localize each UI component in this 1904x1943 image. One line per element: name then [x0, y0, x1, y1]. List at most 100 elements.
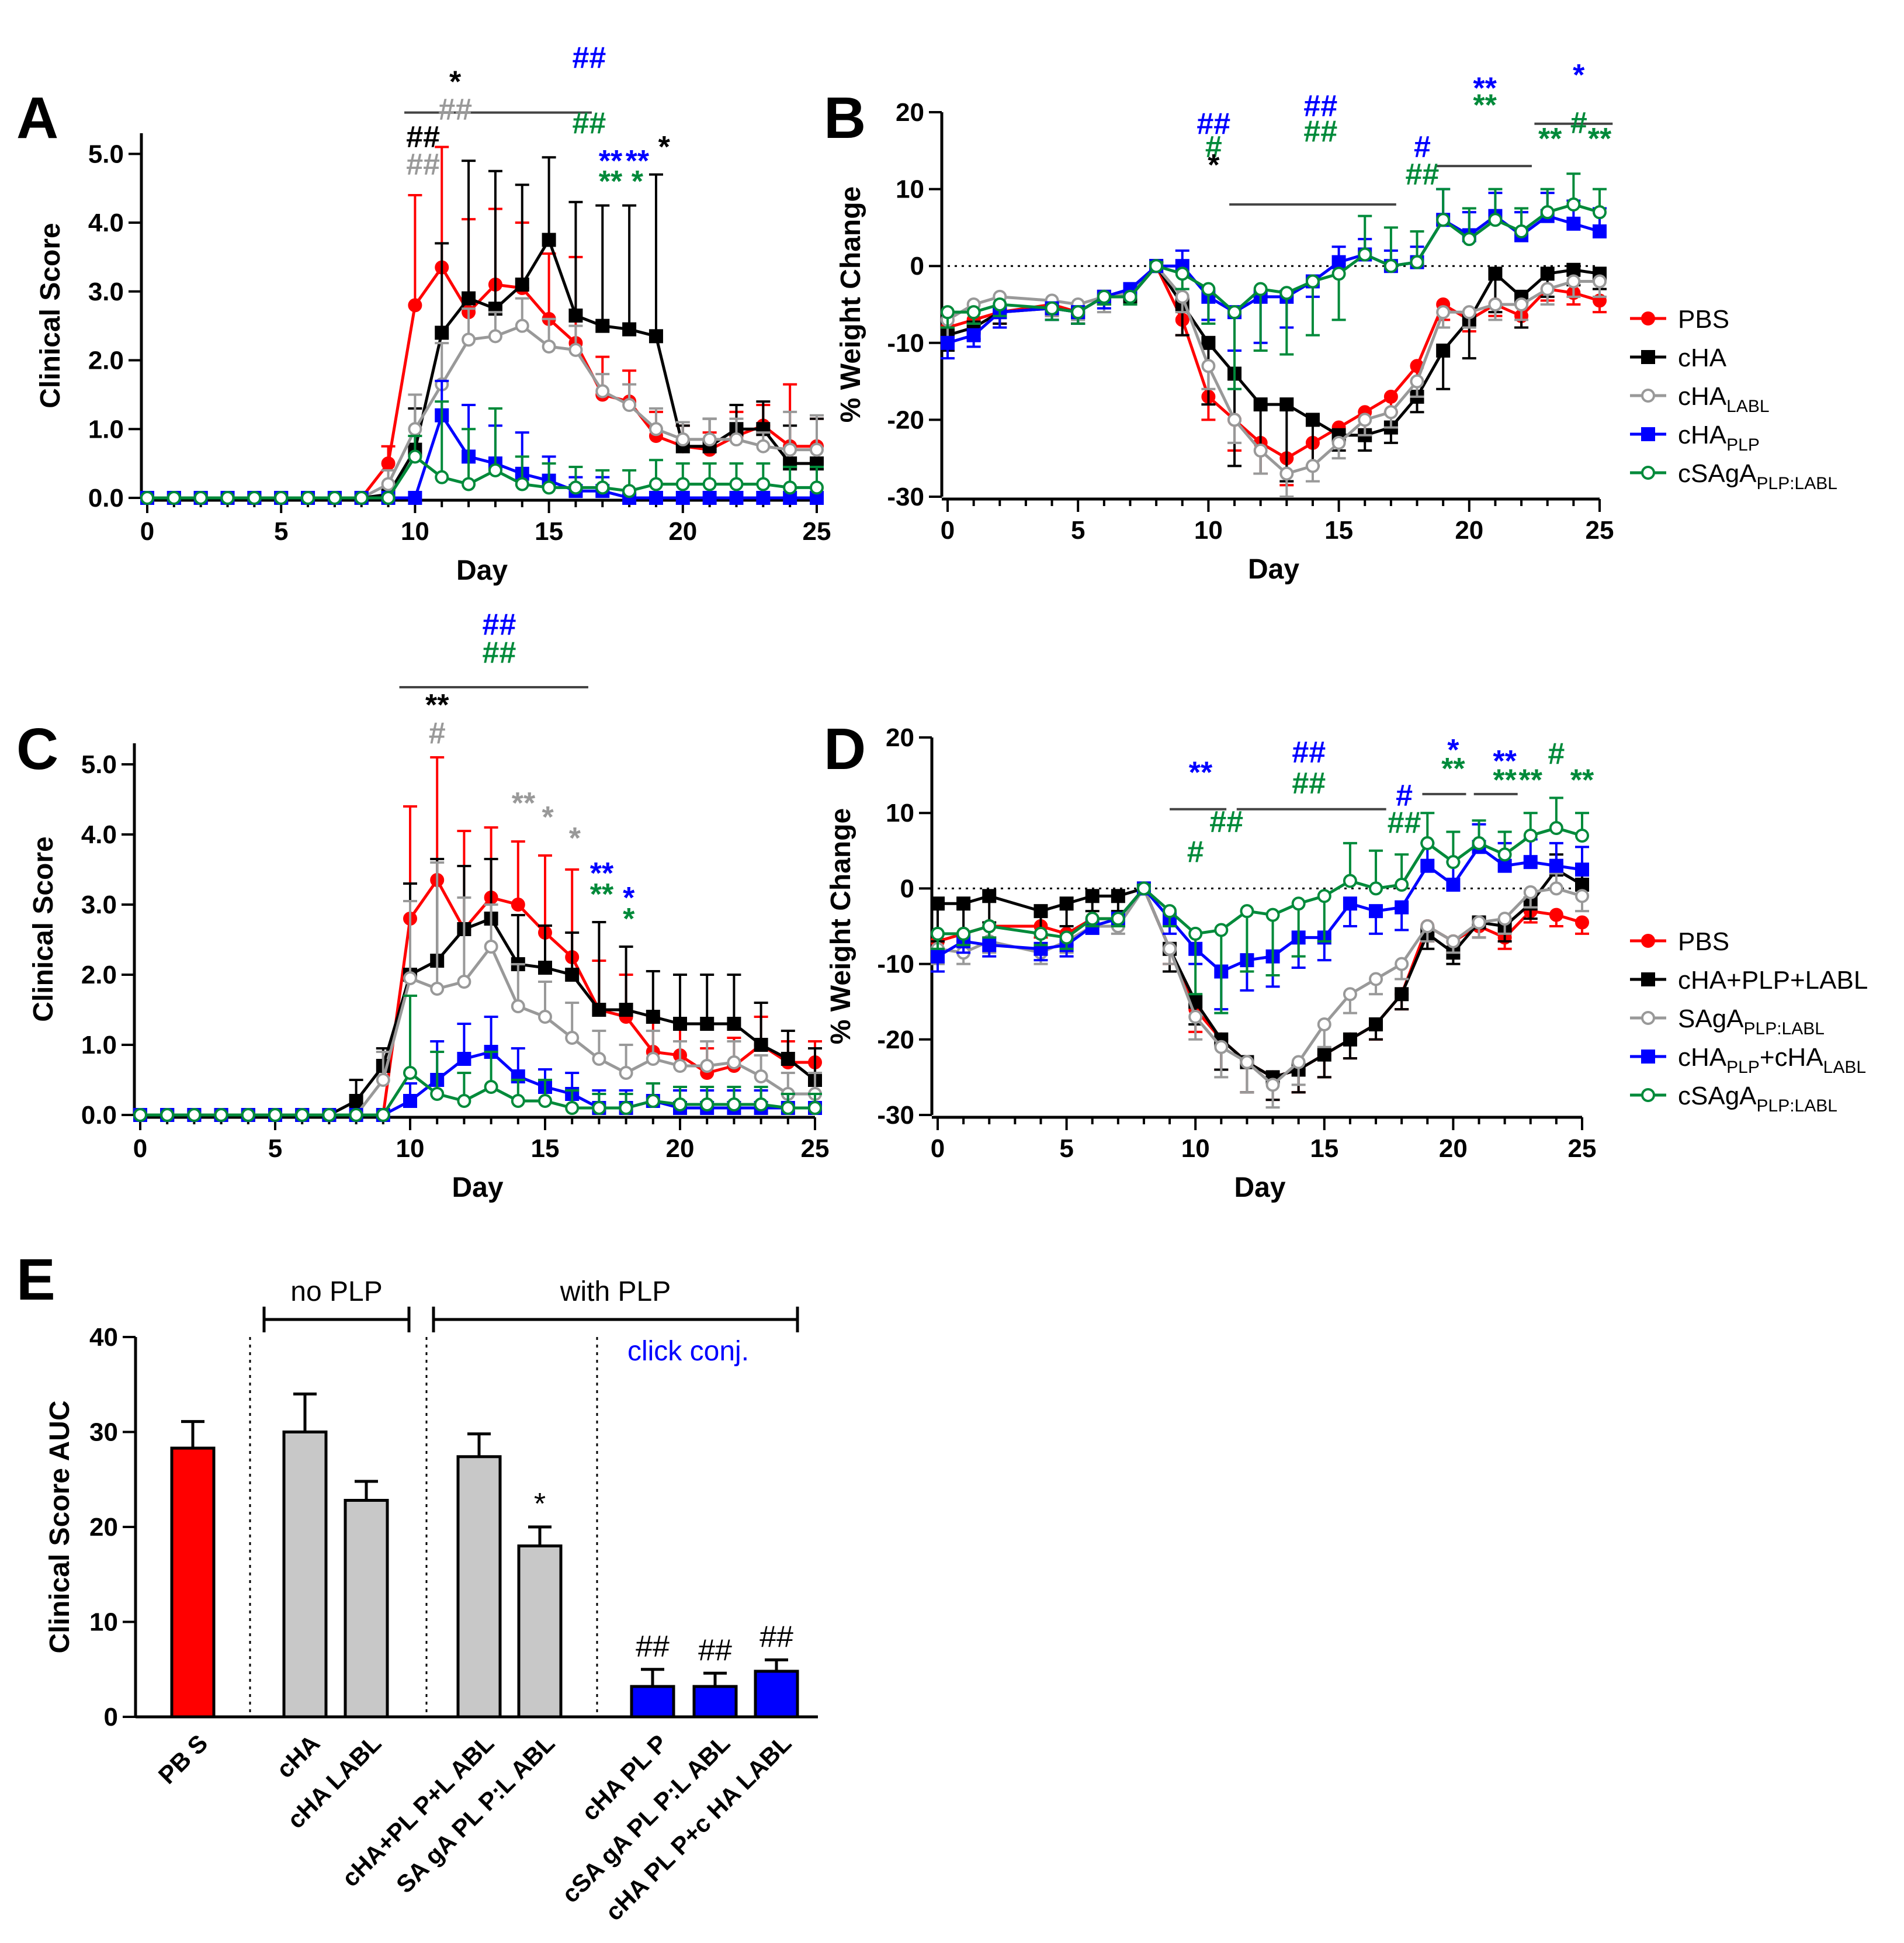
y-tick-label: 3.0 — [81, 891, 117, 919]
x-tick-label: 0 — [140, 517, 154, 546]
data-point — [1549, 908, 1563, 922]
x-tick-label: 25 — [803, 517, 831, 546]
data-point — [1395, 900, 1409, 915]
data-point — [133, 1108, 147, 1122]
data-point — [457, 1094, 471, 1108]
data-point — [1410, 374, 1424, 389]
data-point — [1201, 359, 1216, 373]
data-point — [1317, 1017, 1331, 1031]
data-point — [702, 477, 717, 491]
data-point — [675, 432, 690, 446]
data-point — [1549, 858, 1563, 873]
data-point — [435, 325, 449, 340]
data-point — [1188, 926, 1203, 941]
significance-mark: * — [569, 822, 581, 856]
y-tick-label: 20 — [896, 98, 924, 127]
significance-mark: # — [1414, 130, 1431, 164]
data-point — [542, 480, 556, 495]
data-point — [675, 491, 690, 505]
significance-mark: * — [542, 801, 554, 834]
significance-mark: ** — [599, 165, 623, 199]
legend-label: cSAgAPLP:LABL — [1678, 459, 1837, 493]
y-tick-label: 10 — [886, 799, 914, 827]
data-point — [457, 1052, 471, 1066]
significance-mark: ## — [1292, 736, 1326, 770]
data-point — [408, 298, 422, 313]
data-point — [403, 1066, 417, 1080]
significance-mark: ## — [1209, 805, 1243, 839]
data-point — [592, 1101, 606, 1115]
data-point — [484, 1080, 498, 1094]
data-point — [187, 1108, 202, 1122]
data-point — [1549, 821, 1563, 836]
legend-item-cha: cHA — [1630, 344, 1727, 372]
data-point — [565, 1101, 580, 1115]
significance-mark: ## — [1406, 158, 1440, 192]
data-point — [1111, 889, 1125, 903]
data-point — [1059, 896, 1074, 911]
legend-marker — [1641, 466, 1655, 480]
data-point — [1420, 858, 1435, 873]
data-point — [1472, 915, 1486, 930]
data-point — [1253, 397, 1268, 412]
y-tick-label: 5.0 — [81, 750, 117, 779]
group-label: with PLP — [560, 1276, 671, 1307]
y-tick-label: -20 — [877, 1026, 914, 1054]
data-point — [1305, 413, 1320, 427]
data-point — [1523, 855, 1538, 870]
data-point — [727, 1097, 741, 1111]
data-point — [1305, 459, 1320, 473]
group-label: no PLP — [290, 1276, 382, 1307]
data-point — [700, 1059, 715, 1073]
data-point — [1201, 335, 1216, 350]
panel-label-e: E — [16, 1247, 56, 1312]
data-point — [756, 491, 771, 505]
data-point — [1497, 858, 1512, 873]
data-point — [1085, 889, 1100, 903]
significance-mark: ## — [572, 41, 606, 75]
data-point — [1085, 912, 1100, 926]
data-point — [349, 1108, 363, 1122]
significance-mark: * — [632, 165, 644, 199]
data-point — [1358, 413, 1372, 427]
click-conj-note: click conj. — [627, 1336, 749, 1367]
significance-mark: # — [1548, 737, 1565, 771]
data-point — [1446, 934, 1461, 948]
data-point — [214, 1108, 228, 1122]
data-point — [1291, 896, 1306, 911]
significance-mark: * — [1447, 733, 1459, 767]
significance-mark: ## — [1303, 89, 1337, 123]
legend-marker — [1641, 427, 1655, 441]
data-point — [592, 1003, 606, 1017]
y-tick-label: 3.0 — [88, 278, 124, 306]
data-point — [941, 305, 955, 320]
data-point — [462, 477, 476, 491]
data-point — [1201, 282, 1216, 296]
data-point — [381, 491, 396, 505]
significance-mark: ** — [1493, 763, 1517, 797]
significance-mark: ## — [406, 148, 440, 182]
significance-mark: ** — [1570, 763, 1594, 797]
data-point — [1369, 904, 1383, 919]
significance-mark: # — [1187, 835, 1204, 869]
data-point — [1279, 286, 1294, 300]
data-point — [1395, 957, 1409, 971]
x-tick-label: 5 — [1071, 516, 1085, 545]
data-point — [457, 975, 471, 989]
data-point — [956, 896, 971, 911]
data-point — [301, 491, 315, 505]
y-tick-label: 0 — [900, 874, 914, 903]
data-point — [1488, 213, 1503, 227]
data-point — [488, 329, 502, 344]
x-axis-title: Day — [1248, 554, 1299, 585]
data-point — [220, 491, 235, 505]
data-point — [673, 1017, 687, 1031]
y-tick-label: 5.0 — [88, 140, 124, 168]
significance-mark: * — [623, 902, 635, 936]
data-point — [1575, 863, 1589, 877]
data-point — [1369, 972, 1383, 986]
data-point — [1111, 912, 1125, 926]
data-point — [1343, 1032, 1357, 1047]
data-point — [1331, 255, 1346, 269]
legend-label: cHAPLP+cHALABL — [1678, 1043, 1866, 1077]
